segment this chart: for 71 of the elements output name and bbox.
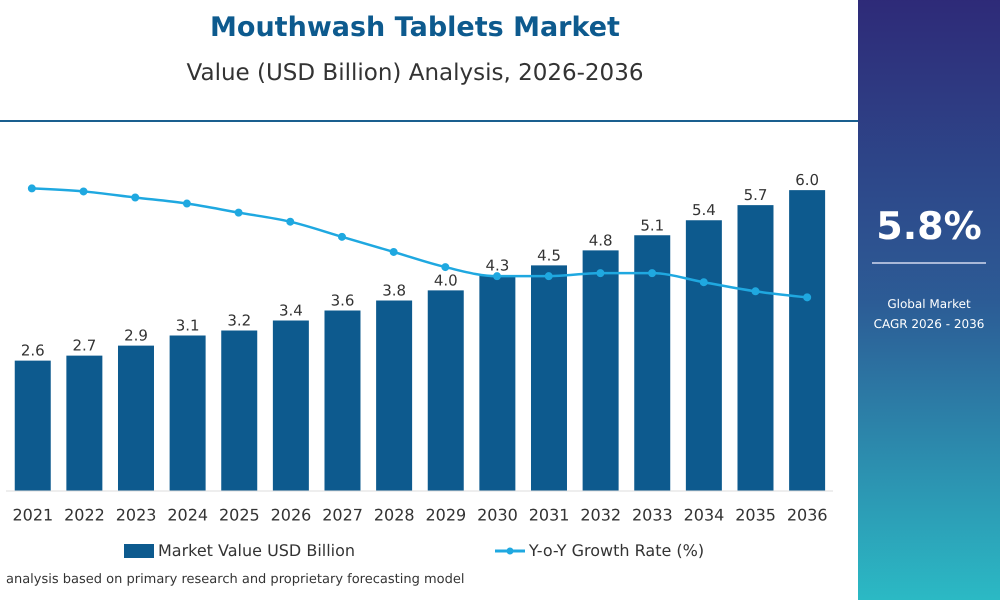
x-tick-label: 2033 [632, 505, 673, 524]
x-tick-label: 2032 [580, 505, 622, 524]
bar [118, 346, 154, 491]
data-label: 4.5 [537, 246, 561, 264]
bar [272, 320, 309, 491]
x-tick-label: 2034 [684, 505, 724, 524]
data-label: 4.0 [434, 271, 458, 290]
bar [66, 356, 102, 491]
x-tick-label: 2027 [322, 505, 363, 524]
legend-label: Y-o-Y Growth Rate (%) [528, 541, 704, 560]
x-tick-label: 2025 [218, 505, 260, 524]
data-label: 3.6 [330, 291, 354, 310]
bar [221, 330, 258, 491]
data-label: 3.8 [382, 281, 406, 300]
point [596, 269, 604, 278]
chart-subtitle: Value (USD Billion) Analysis, 2026-2036 [186, 60, 644, 86]
bar [582, 250, 619, 491]
bar [634, 235, 670, 491]
bar [428, 290, 464, 491]
data-label: 2.6 [20, 342, 45, 360]
point [751, 287, 760, 296]
bar [14, 360, 51, 491]
data-label: 3.2 [227, 312, 252, 330]
point [28, 184, 36, 192]
point [80, 187, 88, 196]
point [390, 248, 398, 256]
data-label: 5.7 [744, 186, 768, 204]
x-tick-label: 2035 [735, 505, 776, 524]
x-tick-label: 2028 [374, 505, 415, 524]
x-tick-label: 2022 [64, 505, 105, 524]
data-label: 3.4 [278, 302, 303, 320]
x-tick-label: 2030 [477, 505, 518, 524]
point [493, 272, 502, 280]
text: analysis based on primary research and proprietary forecasting model [6, 572, 464, 587]
x-tick-label: 2029 [425, 505, 466, 524]
data-label: 5.4 [692, 201, 716, 220]
point [441, 263, 450, 272]
x-tick-label: 2024 [167, 505, 208, 524]
x-tick-label: 2031 [528, 505, 570, 524]
point [544, 272, 553, 280]
bar [170, 336, 206, 491]
text: Global Market CAGR 2026 - 2036 [872, 296, 986, 333]
bar [789, 190, 826, 491]
bar [324, 310, 360, 491]
point [131, 193, 140, 202]
data-label: 4.8 [588, 231, 613, 250]
bar [737, 205, 774, 491]
data-label: 5.1 [640, 216, 664, 234]
bar [479, 275, 516, 491]
point [648, 269, 656, 278]
point [803, 293, 812, 302]
point [234, 208, 243, 217]
data-label: 2.7 [72, 336, 96, 355]
x-tick-label: 2036 [786, 505, 828, 524]
text: 5.8% [875, 204, 983, 248]
legend-label: Market Value USD Billion [158, 541, 356, 560]
point [182, 200, 191, 208]
point [338, 232, 346, 241]
bar [530, 265, 567, 491]
bar [376, 300, 412, 491]
bar [686, 220, 722, 491]
data-label: 4.3 [485, 256, 510, 274]
x-tick-label: 2023 [116, 505, 156, 524]
data-label: 6.0 [795, 171, 820, 190]
chart-title: Mouthwash Tablets Market [209, 12, 621, 43]
data-label: 2.9 [124, 326, 148, 345]
x-tick-label: 2026 [270, 505, 312, 524]
x-tick-label: 2021 [12, 505, 54, 524]
point [286, 218, 294, 226]
data-label: 3.1 [176, 316, 200, 335]
point [700, 278, 708, 286]
